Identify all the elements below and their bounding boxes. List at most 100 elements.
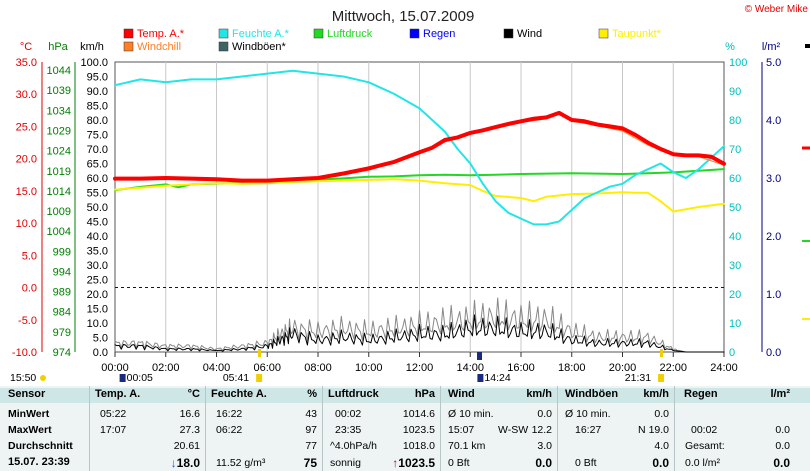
- humidity-axis-unit: %: [725, 41, 735, 53]
- wind-run-km: 70.1 km: [448, 440, 486, 452]
- legend-label: Taupunkt*: [612, 28, 662, 40]
- temp-tick-label: 5.0: [22, 250, 37, 262]
- wind-tick-label: 40.0: [87, 231, 108, 243]
- x-tick-label: 16:00: [507, 362, 535, 374]
- legend-swatch: [409, 28, 420, 39]
- wind-avg10-label: Ø 10 min.: [448, 408, 494, 420]
- gust-avg10-label: Ø 10 min.: [565, 408, 611, 420]
- legend-swatch: [123, 28, 134, 39]
- temp-tick-label: 15.0: [16, 186, 37, 198]
- gust-avg-value: 4.0: [654, 440, 669, 452]
- sun-time-label: 00:05: [127, 372, 153, 384]
- gust-max-dir: N: [638, 424, 646, 436]
- sun-marker-icon: [256, 374, 263, 382]
- pressure-tick-label: 979: [53, 327, 71, 339]
- wind-max-time: 15:07: [448, 424, 475, 436]
- press-forecast: sonnig: [330, 457, 361, 469]
- temp-tick-label: -10.0: [12, 347, 37, 359]
- sensor-header: Sensor: [0, 388, 89, 403]
- wind-tick-label: 90.0: [87, 86, 108, 98]
- temp-group: Temp. A. °C 05:22 16.6 17:07 27.3 20.61 …: [90, 386, 206, 471]
- humidity-tick-label: 100: [729, 57, 747, 69]
- wind-avg-value: 3.0: [537, 440, 552, 452]
- row-label-max: MaxWert: [8, 424, 52, 436]
- press-min-time: 00:02: [335, 408, 362, 420]
- x-tick-label: 18:00: [558, 362, 586, 374]
- pressure-tick-label: 1019: [47, 166, 71, 178]
- sun-marker-icon: [40, 375, 46, 381]
- gust-max-time: 16:27: [575, 424, 602, 436]
- temp-tick-label: -5.0: [18, 315, 37, 327]
- humidity-tick-label: 10: [729, 318, 741, 330]
- temp-max-value: 27.3: [179, 424, 200, 436]
- legend-swatch: [503, 28, 514, 39]
- press-avg-value: 1018.0: [402, 440, 435, 452]
- pressure-group: Luftdruck hPa 00:02 1014.6 23:35 1023.5 …: [323, 386, 441, 471]
- sun-time-label: 14:24: [484, 372, 510, 384]
- legend-label: Regen: [423, 28, 455, 40]
- humidity-tick-label: 50: [729, 202, 741, 214]
- pressure-axis-unit: hPa: [48, 41, 68, 53]
- gust-group: Windböen km/h Ø 10 min. 0.0 16:27 N 19.0…: [558, 386, 675, 471]
- press-min-value: 1014.6: [402, 408, 435, 420]
- humidity-tick-label: 70: [729, 144, 741, 156]
- gust-current: 0.0: [652, 456, 669, 470]
- legend-label: Temp. A.*: [137, 28, 185, 40]
- humidity-tick-label: 80: [729, 115, 741, 127]
- legend-swatch: [313, 28, 324, 39]
- sun-tick-icon: [660, 349, 663, 357]
- x-tick-label: 14:00: [456, 362, 484, 374]
- pressure-header: Luftdruck hPa: [323, 388, 440, 403]
- humidity-tick-label: 40: [729, 231, 741, 243]
- chart-grid: [114, 62, 725, 357]
- summary-panel: Sensor MinWert MaxWert Durchschnitt 15.0…: [0, 386, 810, 471]
- rain-tick-label: 0.0: [766, 347, 781, 359]
- x-tick-label: 02:00: [152, 362, 180, 374]
- wind-max-value: 12.2: [531, 424, 552, 436]
- hum-avg-value: 77: [305, 440, 317, 452]
- pressure-tick-label: 984: [53, 307, 71, 319]
- temp-tick-label: 0.0: [22, 283, 37, 295]
- sun-markers: 15:50 00:05 05:41 14:24 21:31: [10, 349, 665, 384]
- humidity-tick-label: 90: [729, 86, 741, 98]
- moon-tick-icon: [477, 352, 482, 360]
- rain-tick-label: 1.0: [766, 289, 781, 301]
- rain-current: 0.0: [773, 456, 790, 470]
- rain-total-value: 0.0: [775, 440, 790, 452]
- x-tick-label: 12:00: [406, 362, 434, 374]
- temp-tick-label: 30.0: [16, 89, 37, 101]
- pressure-tick-label: 1034: [47, 105, 71, 117]
- press-max-time: 23:35: [335, 424, 362, 436]
- humidity-header: Feuchte A. %: [206, 388, 322, 403]
- rain-axis-unit: l/m²: [762, 41, 781, 53]
- trend-down-icon: ↓: [170, 456, 177, 470]
- rain-tick-label: 4.0: [766, 115, 781, 127]
- hum-min-time: 16:22: [216, 408, 243, 420]
- chart-title: Mittwoch, 15.07.2009: [332, 8, 475, 25]
- wind-tick-label: 85.0: [87, 101, 108, 113]
- x-tick-label: 24:00: [710, 362, 738, 374]
- temp-tick-label: 10.0: [16, 218, 37, 230]
- legend-label: Feuchte A.*: [232, 28, 290, 40]
- rain-current-amount: 0.0 l/m²: [685, 457, 721, 469]
- sun-time-label: 15:50: [10, 372, 36, 384]
- sensor-group: Sensor MinWert MaxWert Durchschnitt 15.0…: [0, 386, 90, 471]
- series-line-taupunkt: [114, 178, 725, 213]
- legend-label: Windböen*: [232, 41, 287, 53]
- humidity-tick-label: 20: [729, 289, 741, 301]
- wind-group: Wind km/h Ø 10 min. 0.0 15:07 W-SW 12.2 …: [441, 386, 558, 471]
- wind-tick-label: 50.0: [87, 202, 108, 214]
- wind-tick-label: 20.0: [87, 289, 108, 301]
- temp-max-time: 17:07: [100, 424, 127, 436]
- rain-group: Regen l/m² 00:02 0.0 Gesamt: 0.0 0.0 l/m…: [675, 386, 810, 471]
- temp-axis-unit: °C: [20, 41, 32, 53]
- edge-wind-mark: [805, 44, 810, 48]
- chart-series: [113, 69, 726, 353]
- hum-max-time: 06:22: [216, 424, 243, 436]
- wind-tick-label: 45.0: [87, 217, 108, 229]
- sun-marker-icon: [658, 374, 665, 382]
- humidity-group: Feuchte A. % 16:22 43 06:22 97 77 11.52 …: [206, 386, 323, 471]
- gust-avg10-value: 0.0: [654, 408, 669, 420]
- pressure-tick-label: 994: [53, 266, 71, 278]
- hum-max-value: 97: [305, 424, 317, 436]
